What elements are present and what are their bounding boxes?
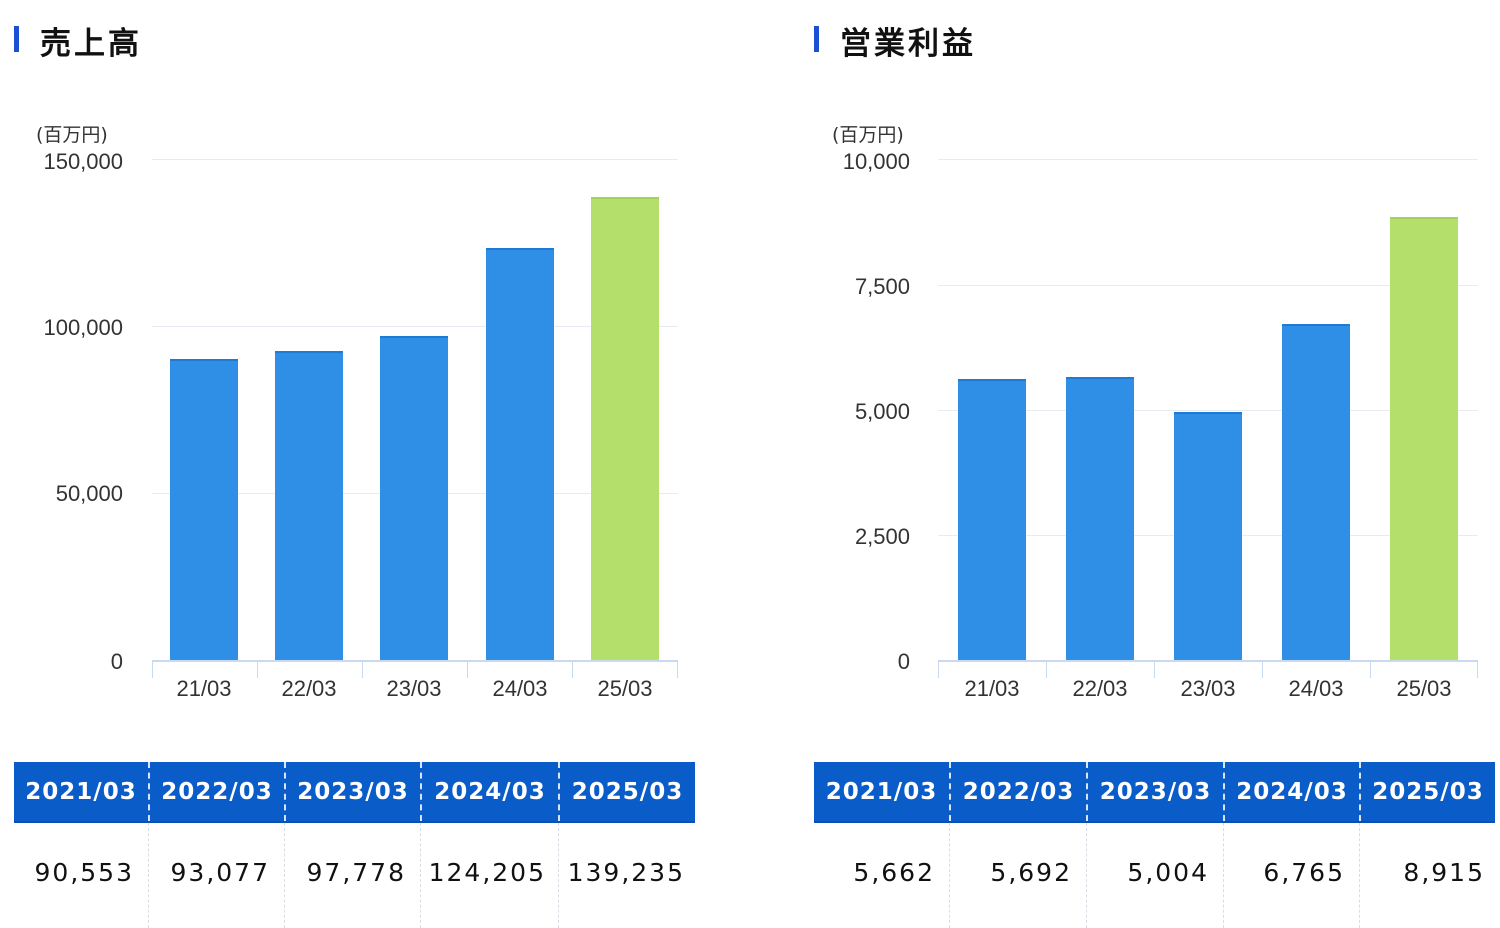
y-tick: 7,500 (854, 274, 910, 299)
bar-25-03[interactable] (591, 197, 659, 660)
bar-22-03[interactable] (1066, 377, 1134, 660)
y-tick: 50,000 (55, 481, 123, 506)
table-header-cell: 2023/03 (284, 762, 420, 821)
bar-23-03[interactable] (380, 336, 448, 660)
x-label: 24/03 (492, 676, 548, 701)
bar-23-03[interactable] (1174, 412, 1242, 660)
operating-income-panel: 営業利益 (百万円) 10,000 7,500 5,000 2,500 0 21… (800, 0, 1500, 928)
table-header-cell: 2025/03 (1359, 762, 1495, 821)
table-header-cell: 2023/03 (1086, 762, 1223, 821)
sales-title: 売上高 (40, 26, 142, 62)
gridline (938, 159, 1478, 160)
gridline (938, 285, 1478, 286)
bar-24-03[interactable] (1282, 324, 1350, 660)
x-label: 23/03 (386, 676, 442, 701)
table-cell: 97,778 (284, 823, 420, 928)
x-label: 25/03 (597, 676, 653, 701)
gridline (152, 159, 678, 160)
y-tick: 100,000 (43, 315, 123, 340)
sales-unit-label: (百万円) (36, 124, 108, 146)
x-label: 23/03 (1180, 676, 1236, 701)
x-tick-mark (257, 660, 258, 678)
bar-25-03[interactable] (1390, 217, 1458, 660)
x-tick-mark (1477, 660, 1478, 678)
bar-24-03[interactable] (486, 248, 554, 660)
x-tick-mark (572, 660, 573, 678)
bar-21-03[interactable] (958, 379, 1026, 660)
operating-income-title: 営業利益 (840, 26, 976, 62)
table-cell: 90,553 (34, 858, 134, 887)
gridline (938, 410, 1478, 411)
y-tick: 5,000 (854, 399, 910, 424)
table-cell: 6,765 (1223, 823, 1359, 928)
sales-table-row: 90,553 93,077 97,778 124,205 139,235 (14, 823, 695, 928)
operating-income-table-row: 5,662 5,692 5,004 6,765 8,915 (814, 823, 1495, 928)
title-accent-bar (814, 26, 819, 52)
table-header-cell: 2025/03 (558, 762, 695, 821)
bar-22-03[interactable] (275, 351, 343, 660)
y-tick: 150,000 (43, 149, 123, 174)
y-tick: 10,000 (842, 149, 910, 174)
x-axis (152, 660, 678, 662)
sales-table-header: 2021/03 2022/03 2023/03 2024/03 2025/03 (14, 762, 695, 823)
title-accent-bar (14, 26, 19, 52)
x-tick-mark (362, 660, 363, 678)
bar-21-03[interactable] (170, 359, 238, 660)
table-header-cell: 2024/03 (420, 762, 558, 821)
table-header-cell: 2024/03 (1223, 762, 1359, 821)
table-header-cell: 2022/03 (949, 762, 1086, 821)
y-tick: 0 (897, 649, 910, 674)
x-label: 25/03 (1396, 676, 1452, 701)
gridline (152, 326, 678, 327)
table-cell: 5,004 (1086, 823, 1223, 928)
table-cell: 8,915 (1359, 823, 1495, 928)
x-tick-mark (1262, 660, 1263, 678)
operating-income-unit-label: (百万円) (832, 124, 904, 146)
operating-income-table-header: 2021/03 2022/03 2023/03 2024/03 2025/03 (814, 762, 1495, 823)
y-tick: 0 (110, 649, 123, 674)
table-cell: 124,205 (420, 823, 558, 928)
x-label: 22/03 (281, 676, 337, 701)
table-cell: 5,692 (949, 823, 1086, 928)
table-cell: 139,235 (558, 823, 695, 928)
y-tick: 2,500 (854, 524, 910, 549)
table-header-cell: 2021/03 (825, 778, 938, 805)
x-tick-mark (1046, 660, 1047, 678)
x-tick-mark (467, 660, 468, 678)
sales-panel: 売上高 (百万円) 150,000 100,000 50,000 0 21/03… (0, 0, 700, 928)
x-tick-mark (677, 660, 678, 678)
x-tick-mark (1154, 660, 1155, 678)
table-header-cell: 2022/03 (148, 762, 284, 821)
x-axis (938, 660, 1478, 662)
x-tick-mark (938, 660, 939, 678)
table-header-cell: 2021/03 (25, 778, 137, 805)
table-cell: 93,077 (148, 823, 284, 928)
x-label: 21/03 (964, 676, 1020, 701)
x-label: 24/03 (1288, 676, 1344, 701)
x-tick-mark (152, 660, 153, 678)
x-tick-mark (1370, 660, 1371, 678)
table-cell: 5,662 (853, 858, 935, 887)
x-label: 22/03 (1072, 676, 1128, 701)
x-label: 21/03 (176, 676, 232, 701)
